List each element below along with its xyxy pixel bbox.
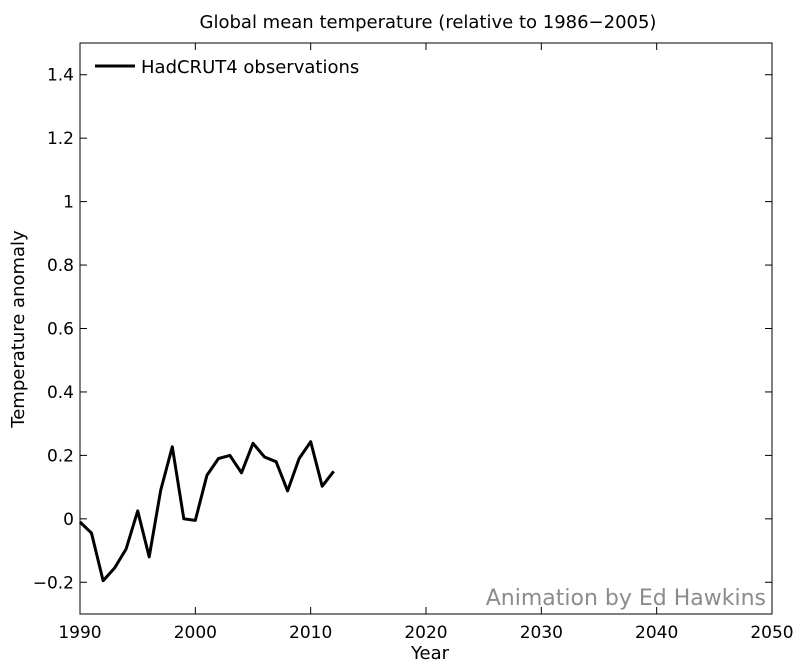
x-axis-label: Year [410, 643, 450, 664]
x-tick-label: 2040 [635, 623, 678, 643]
x-tick-label: 2010 [289, 623, 332, 643]
x-tick-label: 2000 [174, 623, 217, 643]
axis-ticks [79, 43, 773, 614]
x-tick-label: 2030 [520, 623, 563, 643]
y-tick-label: 1.4 [47, 66, 74, 86]
axis-tick-labels: 1990 2000 2010 2020 2030 2040 2050 −0.2 0 0.2 0.4 0… [33, 66, 794, 643]
chart-title: Global mean temperature (relative to 198… [200, 12, 657, 33]
legend-label: HadCRUT4 observations [141, 57, 359, 78]
watermark: Animation by Ed Hawkins [486, 586, 766, 611]
y-tick-label: 0.8 [47, 256, 74, 276]
y-tick-label: 0.4 [47, 383, 74, 403]
x-tick-label: 2050 [750, 623, 793, 643]
series-line-hadcrut4 [78, 440, 335, 583]
x-tick-label: 2020 [404, 623, 447, 643]
y-tick-label: 0 [63, 510, 74, 530]
y-tick-label: 0.6 [47, 320, 74, 340]
x-tick-label: 1990 [58, 623, 101, 643]
y-tick-label: 0.2 [47, 446, 74, 466]
series-layer [78, 440, 335, 583]
plot-area [79, 42, 773, 615]
y-tick-label: 1.2 [47, 129, 74, 149]
y-axis-label: Temperature anomaly [8, 230, 29, 429]
y-tick-label: −0.2 [33, 573, 74, 593]
legend: HadCRUT4 observations [95, 57, 359, 78]
y-tick-label: 1 [63, 193, 74, 213]
